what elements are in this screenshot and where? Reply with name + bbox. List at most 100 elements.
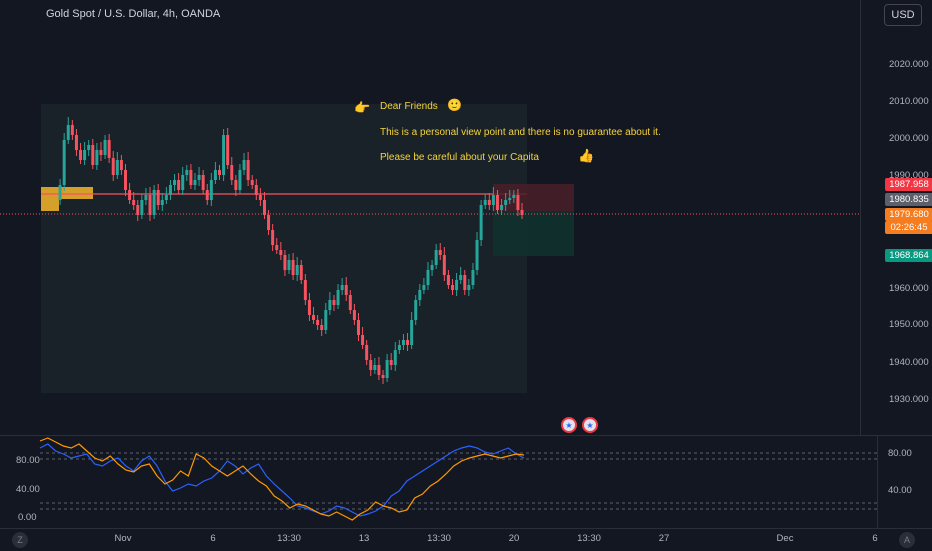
price-tick: 1930.000 xyxy=(889,394,929,405)
candle-body xyxy=(62,140,66,185)
pointing-right-icon: 👉 xyxy=(354,100,371,115)
time-tick: 6 xyxy=(210,533,216,544)
candle-body xyxy=(352,310,356,320)
candles xyxy=(58,117,524,384)
indicator-right-tick: 80.00 xyxy=(888,448,912,459)
candle-body xyxy=(365,345,369,360)
time-tick: Nov xyxy=(114,533,132,544)
us-flag-icon[interactable]: ★ xyxy=(582,417,598,433)
candle-body xyxy=(254,185,258,195)
candle-body xyxy=(209,180,213,200)
candle-body xyxy=(389,360,393,365)
candle-body xyxy=(156,190,160,205)
candle-body xyxy=(234,180,238,190)
candle-body xyxy=(307,300,311,315)
candle-body xyxy=(426,270,430,285)
note-line-3: Please be careful about your Capita xyxy=(380,152,539,163)
candle-body xyxy=(369,360,373,370)
price-chart[interactable] xyxy=(0,0,860,435)
candle-body xyxy=(361,335,365,345)
currency-button[interactable]: USD xyxy=(884,4,922,26)
pane-separator[interactable] xyxy=(0,435,932,436)
candle-body xyxy=(144,195,148,200)
candle-body xyxy=(258,195,262,200)
price-axis[interactable]: 2020.000 2010.000 2000.000 1990.000 1960… xyxy=(860,0,932,435)
candle-body xyxy=(377,365,381,375)
candle-body xyxy=(218,170,222,175)
candle-body xyxy=(401,340,405,345)
candle-body xyxy=(491,195,495,205)
indicator-left-tick: 80.00 xyxy=(16,455,40,466)
candle-body xyxy=(430,265,434,270)
note-line-1: Dear Friends xyxy=(380,101,438,112)
candle-body xyxy=(213,170,217,180)
candle-body xyxy=(483,200,487,205)
price-tick: 2020.000 xyxy=(889,59,929,70)
thumbs-up-icon: 👍 xyxy=(578,148,595,163)
indicator-left-tick: 40.00 xyxy=(16,484,40,495)
candle-body xyxy=(500,205,504,210)
target-zone xyxy=(493,211,574,256)
candle-body xyxy=(393,350,397,365)
candle-body xyxy=(242,160,246,170)
countdown-label: 02:26:45 xyxy=(885,221,932,234)
candle-body xyxy=(471,270,475,285)
indicator-right-tick: 40.00 xyxy=(888,485,912,496)
candle-body xyxy=(385,360,389,378)
candle-body xyxy=(193,180,197,185)
candle-body xyxy=(508,198,512,200)
candle-body xyxy=(87,145,91,150)
candle-body xyxy=(201,175,205,190)
indicator-orange-line xyxy=(39,437,525,521)
price-tick: 2000.000 xyxy=(889,133,929,144)
candle-body xyxy=(455,280,459,290)
smile-icon: 🙂 xyxy=(447,98,462,112)
candle-body xyxy=(410,320,414,345)
candle-body xyxy=(226,135,230,165)
us-flag-icon[interactable]: ★ xyxy=(561,417,577,433)
candle-body xyxy=(381,375,385,378)
candle-body xyxy=(238,170,242,190)
candle-body xyxy=(107,140,111,158)
candle-body xyxy=(446,275,450,285)
time-tick: 13:30 xyxy=(577,533,601,544)
time-tick: 13 xyxy=(358,533,370,544)
auto-scale-icon[interactable]: A xyxy=(899,532,915,548)
candle-body xyxy=(275,245,279,250)
time-tick: 20 xyxy=(508,533,520,544)
indicator-axis[interactable]: 80.00 40.00 xyxy=(877,436,932,528)
candle-body xyxy=(295,265,299,275)
time-axis[interactable]: Z Nov 6 13:30 13 13:30 20 13:30 27 Dec 6… xyxy=(0,528,932,551)
candle-body xyxy=(91,145,95,165)
candle-body xyxy=(152,190,156,215)
candle-body xyxy=(123,170,127,190)
chart-title: Gold Spot / U.S. Dollar, 4h, OANDA xyxy=(46,8,221,20)
candle-body xyxy=(520,210,524,215)
candle-body xyxy=(418,290,422,300)
candle-body xyxy=(512,195,516,198)
candle-body xyxy=(164,195,168,200)
candle-body xyxy=(222,135,226,175)
candle-body xyxy=(173,180,177,185)
candle-body xyxy=(312,315,316,320)
stop-zone xyxy=(493,184,574,211)
candle-body xyxy=(487,200,491,205)
candle-body xyxy=(70,125,74,135)
candle-body xyxy=(406,340,410,345)
candle-body xyxy=(189,170,193,185)
candle-body xyxy=(340,285,344,290)
timezone-icon[interactable]: Z xyxy=(12,532,28,548)
candle-body xyxy=(438,250,442,255)
candle-body xyxy=(246,160,250,180)
candle-body xyxy=(516,195,520,210)
indicator-chart[interactable] xyxy=(0,436,877,528)
candle-body xyxy=(250,180,254,185)
candle-body xyxy=(324,310,328,330)
candle-body xyxy=(397,345,401,350)
support-zone xyxy=(41,187,93,199)
candle-body xyxy=(336,290,340,305)
candle-body xyxy=(328,300,332,310)
candle-body xyxy=(267,215,271,230)
indicator-left-tick: 0.00 xyxy=(18,512,37,523)
candle-body xyxy=(95,150,99,165)
